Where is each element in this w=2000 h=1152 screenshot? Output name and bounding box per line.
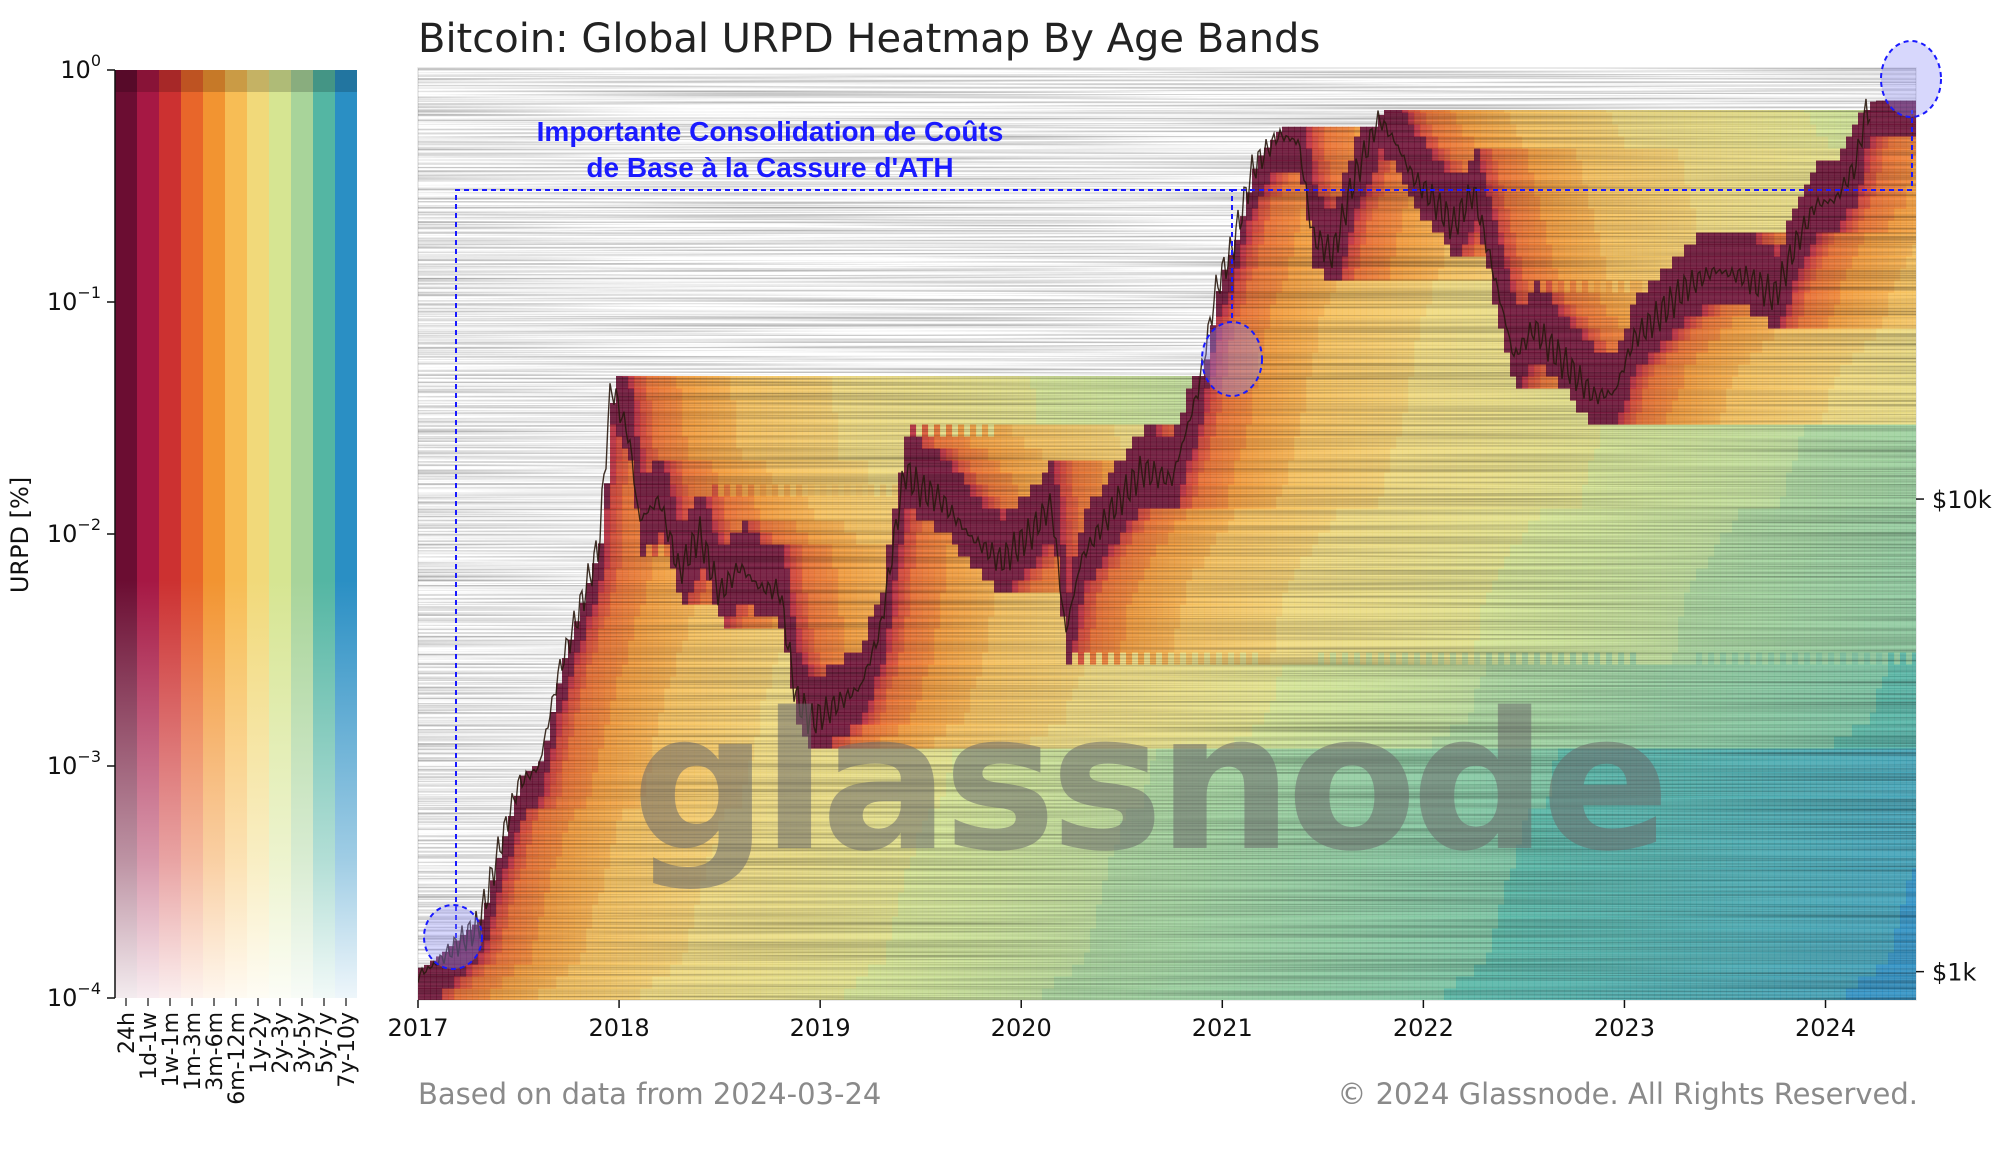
colorbar-band-label-6m-12m: 6m-12m — [225, 1012, 250, 1105]
colorbar-column-shade — [181, 70, 203, 92]
colorbar-column-shade — [225, 70, 247, 92]
colorbar-column-shade — [247, 70, 269, 92]
colorbar-band-label-24h: 24h — [115, 1012, 140, 1054]
colorbar-tick-label: 10−1 — [47, 283, 101, 316]
colorbar-column-1d-1w — [137, 70, 159, 998]
colorbar-column-1m-3m — [181, 70, 203, 998]
colorbar-column-3y-5y — [291, 70, 313, 998]
plot-area: glassnode Importante Consolidation de Co… — [387, 40, 1992, 1042]
colorbar-column-shade — [203, 70, 225, 92]
colorbar-columns — [115, 70, 357, 998]
colorbar-tick-label: 10−3 — [47, 747, 101, 780]
colorbar-band-label-7y-10y: 7y-10y — [335, 1012, 360, 1088]
colorbar-column-7y-10y — [335, 70, 357, 998]
colorbar-band-label-2y-3y: 2y-3y — [269, 1012, 294, 1074]
colorbar-column-shade — [269, 70, 291, 92]
colorbar-tick-labels: 100 10−1 10−2 10−3 10−4 — [47, 51, 115, 1012]
colorbar-tick-label: 10−4 — [47, 979, 101, 1012]
colorbar-band-label-1d-1w: 1d-1w — [137, 1012, 162, 1080]
colorbar-band-label-1w-1m: 1w-1m — [159, 1012, 184, 1087]
colorbar-column-shade — [159, 70, 181, 92]
colorbar-column-5y-7y — [313, 70, 335, 998]
colorbar-band-label-1m-3m: 1m-3m — [181, 1012, 206, 1091]
colorbar-column-shade — [335, 70, 357, 92]
chart-title: Bitcoin: Global URPD Heatmap By Age Band… — [418, 16, 1320, 62]
colorbar-label: URPD [%] — [6, 477, 34, 593]
colorbar-column-shade — [291, 70, 313, 92]
colorbar-band-label-5y-7y: 5y-7y — [313, 1012, 338, 1074]
colorbar-column-6m-12m — [225, 70, 247, 998]
colorbar-band-label-1y-2y: 1y-2y — [247, 1012, 272, 1074]
colorbar-column-1y-2y — [247, 70, 269, 998]
colorbar-band-label-3m-6m: 3m-6m — [203, 1012, 228, 1091]
colorbar-column-shade — [115, 70, 137, 92]
colorbar-tick-label: 10−2 — [47, 515, 101, 548]
colorbar-band-label-3y-5y: 3y-5y — [291, 1012, 316, 1074]
colorbar-column-24h — [115, 70, 137, 998]
colorbar-tick-label: 100 — [60, 51, 101, 84]
colorbar-column-3m-6m — [203, 70, 225, 998]
colorbar-column-shade — [313, 70, 335, 92]
colorbar-column-2y-3y — [269, 70, 291, 998]
colorbar: 100 10−1 10−2 10−3 10−4 URPD [%] 24h1d-1w1w-… — [6, 51, 360, 1105]
colorbar-column-shade — [137, 70, 159, 92]
colorbar-band-labels: 24h1d-1w1w-1m1m-3m3m-6m6m-12m1y-2y2y-3y3… — [115, 998, 360, 1105]
colorbar-column-1w-1m — [159, 70, 181, 998]
